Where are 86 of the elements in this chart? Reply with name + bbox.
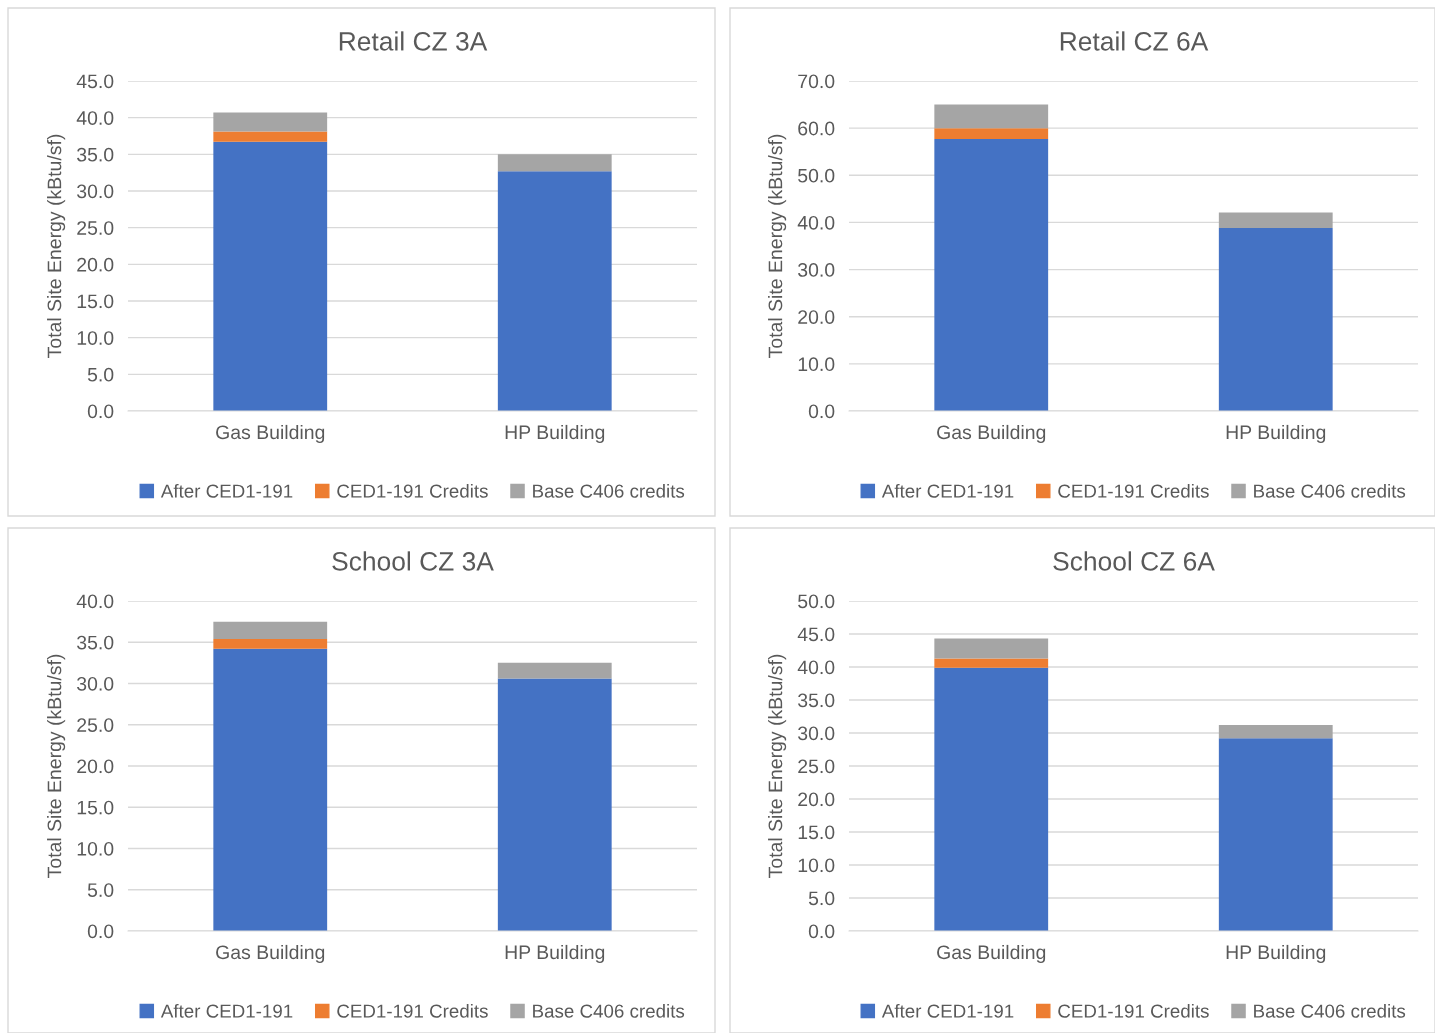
y-tick-label: 20.0 xyxy=(77,759,114,774)
bar xyxy=(934,638,1049,659)
legend-label: CED1-191 Credits xyxy=(1058,483,1209,498)
y-tick-label: 0.0 xyxy=(87,404,114,419)
bar xyxy=(1218,738,1333,931)
legend-label: CED1-191 Credits xyxy=(1058,1003,1209,1018)
legend-label: CED1-191 Credits xyxy=(337,1003,488,1018)
y-tick-label: 10.0 xyxy=(798,357,835,372)
legend-label: Base C406 credits xyxy=(1254,483,1406,498)
chart-title: School CZ 6A xyxy=(1053,551,1215,571)
legend-label: After CED1-191 xyxy=(881,484,1014,498)
y-tick-label: 25.0 xyxy=(798,759,835,774)
x-tick-label: HP Building xyxy=(1226,424,1326,444)
y-tick-label: 50.0 xyxy=(798,594,835,609)
x-tick-label: Gas Building xyxy=(216,944,325,964)
bar xyxy=(934,104,1049,129)
y-tick-label: 40.0 xyxy=(76,111,114,125)
y-tick-label: 10.0 xyxy=(77,841,114,856)
y-tick-label: 30.0 xyxy=(77,676,114,691)
y-tick-label: 0.0 xyxy=(808,924,835,939)
bar xyxy=(934,128,1049,139)
y-tick-label: 40.0 xyxy=(797,215,835,230)
bar xyxy=(934,667,1049,931)
bar xyxy=(213,141,328,411)
legend-label: Base C406 credits xyxy=(533,483,685,498)
x-tick-label: HP Building xyxy=(505,424,605,444)
bar xyxy=(1218,725,1333,739)
x-tick-label: HP Building xyxy=(1226,944,1326,964)
bar xyxy=(497,678,612,931)
y-tick-label: 10.0 xyxy=(798,858,835,873)
y-tick-label: 5.0 xyxy=(87,367,114,382)
bar xyxy=(213,621,328,639)
bar xyxy=(1218,228,1333,411)
y-tick-label: 30.0 xyxy=(798,726,835,741)
legend-label: After CED1-191 xyxy=(160,1004,293,1018)
chart-title: Retail CZ 6A xyxy=(1060,31,1209,51)
legend-label: After CED1-191 xyxy=(160,484,293,498)
bar xyxy=(497,662,612,679)
y-tick-label: 40.0 xyxy=(797,660,835,675)
legend-label: After CED1-191 xyxy=(881,1004,1014,1018)
y-tick-label: 5.0 xyxy=(808,891,835,906)
bar xyxy=(497,154,612,172)
y-tick-label: 15.0 xyxy=(798,825,835,840)
y-tick-label: 60.0 xyxy=(798,121,835,136)
y-axis-title: Total Site Energy (kBtu/sf) xyxy=(47,654,66,878)
x-tick-label: Gas Building xyxy=(937,424,1046,444)
y-tick-label: 35.0 xyxy=(77,635,114,650)
y-tick-label: 40.0 xyxy=(76,594,114,609)
y-tick-label: 15.0 xyxy=(77,800,114,815)
y-tick-label: 0.0 xyxy=(87,924,114,939)
bar xyxy=(213,112,328,132)
y-axis-title: Total Site Energy (kBtu/sf) xyxy=(768,134,787,358)
y-tick-label: 50.0 xyxy=(798,168,835,183)
y-tick-label: 45.0 xyxy=(797,627,835,642)
bar xyxy=(934,138,1049,411)
y-tick-label: 45.0 xyxy=(76,74,114,89)
y-axis-title: Total Site Energy (kBtu/sf) xyxy=(768,654,787,878)
y-tick-label: 0.0 xyxy=(808,404,835,419)
y-axis-title: Total Site Energy (kBtu/sf) xyxy=(47,134,66,358)
bar xyxy=(934,658,1049,668)
chart-title: School CZ 3A xyxy=(332,551,494,571)
x-tick-label: Gas Building xyxy=(216,424,325,444)
y-tick-label: 30.0 xyxy=(77,184,114,199)
y-tick-label: 30.0 xyxy=(798,263,835,277)
y-tick-label: 35.0 xyxy=(798,693,835,708)
y-tick-label: 15.0 xyxy=(77,294,114,309)
y-tick-label: 5.0 xyxy=(87,883,114,897)
y-tick-label: 20.0 xyxy=(798,792,835,807)
x-tick-label: HP Building xyxy=(505,944,605,964)
legend-label: CED1-191 Credits xyxy=(337,483,488,498)
y-tick-label: 70.0 xyxy=(798,74,835,89)
legend-label: Base C406 credits xyxy=(1254,1003,1406,1018)
y-tick-label: 20.0 xyxy=(77,257,114,272)
bar xyxy=(1218,212,1333,229)
x-tick-label: Gas Building xyxy=(937,944,1046,964)
bar xyxy=(497,171,612,411)
y-tick-label: 35.0 xyxy=(77,147,114,162)
legend-label: Base C406 credits xyxy=(533,1003,685,1018)
y-tick-label: 10.0 xyxy=(77,331,114,345)
chart-title: Retail CZ 3A xyxy=(339,31,488,51)
y-tick-label: 20.0 xyxy=(798,310,835,324)
bar xyxy=(213,648,328,931)
bar xyxy=(213,131,328,142)
y-tick-label: 25.0 xyxy=(77,221,114,235)
bar xyxy=(213,638,328,649)
y-tick-label: 25.0 xyxy=(77,718,114,732)
